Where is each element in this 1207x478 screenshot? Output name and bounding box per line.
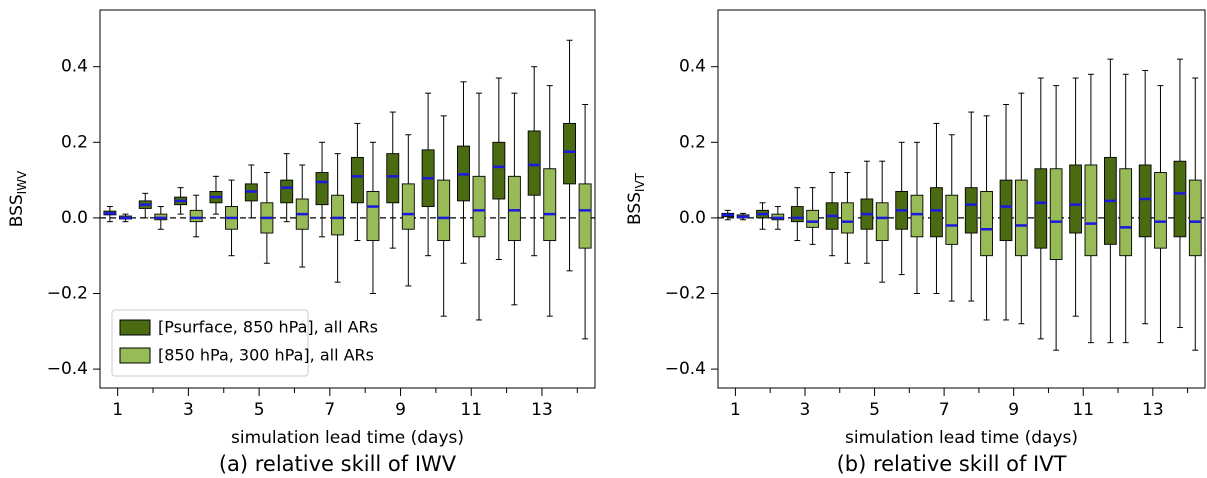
y-label-main: BSS <box>625 192 645 225</box>
x-axis-label: simulation lead time (days) <box>845 428 1078 448</box>
box <box>999 179 1013 242</box>
x-tick-label: 1 <box>730 400 741 420</box>
y-axis-label: BSSIWV <box>7 170 29 227</box>
box <box>1119 168 1133 257</box>
x-tick-label: 11 <box>460 400 482 420</box>
box <box>790 206 804 223</box>
box <box>315 172 329 206</box>
frame <box>717 9 1206 389</box>
y-label-sub: IVT <box>633 172 647 192</box>
box <box>945 194 959 245</box>
x-tick-label: 7 <box>939 400 950 420</box>
box <box>189 209 203 223</box>
box <box>437 179 451 242</box>
box <box>1014 179 1028 257</box>
x-tick-label: 13 <box>1142 400 1164 420</box>
y-tick-label: 0.0 <box>679 208 706 228</box>
box <box>543 168 557 242</box>
x-axis-label: simulation lead time (days) <box>231 428 464 448</box>
box <box>386 153 400 204</box>
x-tick-label: 3 <box>800 400 811 420</box>
y-tick-label: −0.2 <box>47 284 88 304</box>
box <box>578 183 592 249</box>
box <box>507 175 521 242</box>
box <box>401 183 415 230</box>
box <box>1034 168 1048 249</box>
box <box>875 202 889 242</box>
y-tick-label: 0.0 <box>61 208 88 228</box>
y-tick-label: 0.2 <box>61 132 88 152</box>
y-label-main: BSS <box>7 194 27 227</box>
box <box>1084 164 1098 257</box>
y-tick-label: 0.4 <box>61 57 88 77</box>
box <box>1154 172 1167 249</box>
box <box>841 202 854 234</box>
x-tick-label: 13 <box>531 400 553 420</box>
box <box>1069 164 1082 234</box>
box <box>806 209 819 228</box>
y-tick-label: −0.4 <box>47 359 88 379</box>
legend-swatch <box>119 319 151 336</box>
box <box>1049 168 1063 260</box>
box <box>280 179 294 204</box>
frame <box>99 9 596 389</box>
box <box>1138 164 1152 238</box>
box <box>980 190 993 257</box>
box <box>964 187 978 234</box>
x-tick-label: 3 <box>183 400 194 420</box>
legend-frame <box>111 309 309 377</box>
box <box>492 141 506 200</box>
y-tick-label: 0.4 <box>679 57 706 77</box>
panel-title: (b) relative skill of IVT <box>837 452 1067 476</box>
box <box>350 156 364 204</box>
x-tick-label: 9 <box>395 400 406 420</box>
y-tick-label: 0.2 <box>679 132 706 152</box>
legend-swatch <box>119 347 151 364</box>
box <box>472 175 486 238</box>
box <box>331 194 345 236</box>
panel-title: (a) relative skill of IWV <box>219 452 457 476</box>
y-axis-label: BSSIVT <box>625 172 647 225</box>
legend-label: [Psurface, 850 hPa], all ARs <box>158 318 378 337</box>
x-tick-label: 9 <box>1008 400 1019 420</box>
y-tick-label: −0.4 <box>665 359 706 379</box>
x-tick-label: 1 <box>112 400 123 420</box>
legend-label: [850 hPa, 300 hPa], all ARs <box>158 346 374 365</box>
x-tick-label: 5 <box>869 400 880 420</box>
box <box>930 187 943 238</box>
y-tick-label: −0.2 <box>665 284 706 304</box>
box <box>910 194 924 238</box>
box <box>1173 160 1187 238</box>
box <box>563 122 577 185</box>
x-tick-label: 7 <box>324 400 335 420</box>
box <box>1188 179 1202 257</box>
box <box>366 190 380 242</box>
x-tick-label: 11 <box>1072 400 1094 420</box>
y-label-sub: IWV <box>15 170 29 194</box>
box <box>527 130 541 196</box>
x-tick-label: 5 <box>254 400 265 420</box>
